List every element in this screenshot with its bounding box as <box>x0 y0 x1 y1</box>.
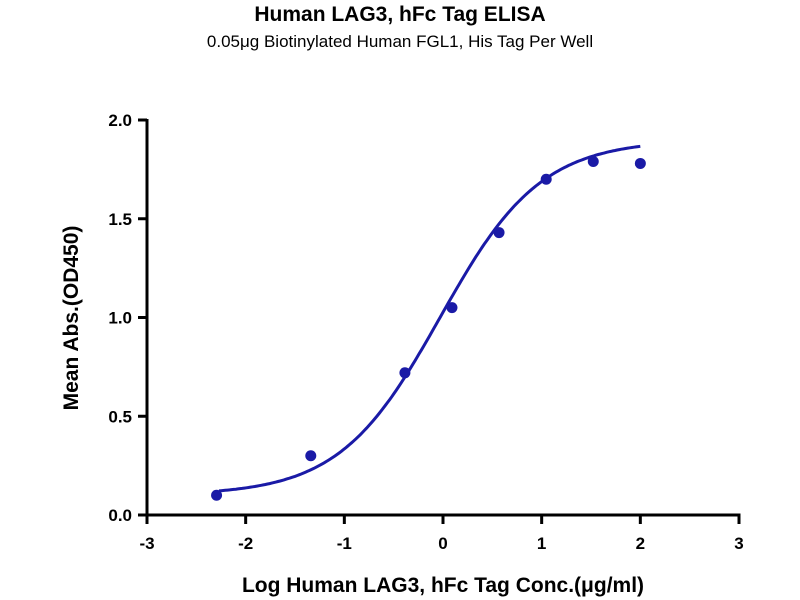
axes: -3 -2 -1 0 1 2 3 0.0 0.5 1.0 1.5 2.0 <box>108 111 743 553</box>
data-point <box>634 157 646 169</box>
y-tick-label: 0.5 <box>108 407 132 426</box>
y-tick-label: 1.0 <box>108 309 132 328</box>
x-tick-label: 3 <box>734 534 743 553</box>
x-tick-label: 1 <box>537 534 546 553</box>
x-axis-label: Log Human LAG3, hFc Tag Conc.(μg/ml) <box>242 574 644 597</box>
x-tick-label: -3 <box>139 534 154 553</box>
x-tick-label: -1 <box>337 534 352 553</box>
data-point <box>587 155 599 167</box>
data-point <box>305 450 317 462</box>
y-axis-label: Mean Abs.(OD450) <box>60 226 83 411</box>
data-points <box>211 155 646 501</box>
x-tick-label: -2 <box>238 534 253 553</box>
y-tick-label: 2.0 <box>108 111 132 130</box>
data-point <box>446 302 458 314</box>
chart-title: Human LAG3, hFc Tag ELISA <box>254 3 546 26</box>
fit-curve <box>218 144 641 493</box>
y-tick-label: 1.5 <box>108 210 132 229</box>
data-point <box>399 367 411 379</box>
y-tick-label: 0.0 <box>108 506 132 525</box>
data-point <box>540 173 552 185</box>
x-tick-label: 0 <box>438 534 447 553</box>
x-tick-label: 2 <box>636 534 645 553</box>
chart-subtitle: 0.05μg Biotinylated Human FGL1, His Tag … <box>206 32 594 51</box>
data-point <box>211 489 223 501</box>
data-point <box>493 227 505 239</box>
